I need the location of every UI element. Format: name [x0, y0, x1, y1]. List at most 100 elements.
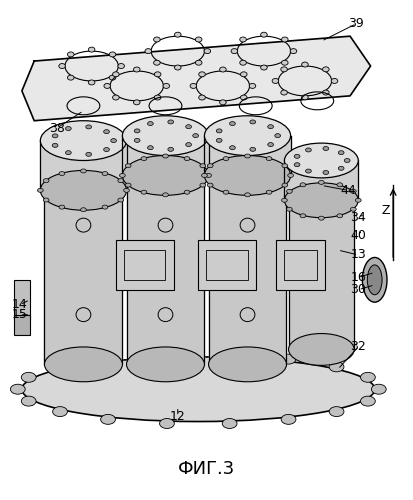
Ellipse shape	[300, 214, 306, 218]
Ellipse shape	[204, 116, 291, 156]
Ellipse shape	[40, 170, 126, 210]
Polygon shape	[122, 136, 209, 175]
Ellipse shape	[338, 166, 344, 170]
Ellipse shape	[43, 198, 49, 202]
Ellipse shape	[154, 60, 160, 65]
Bar	[14, 314, 30, 334]
Ellipse shape	[337, 214, 343, 218]
Ellipse shape	[285, 183, 358, 218]
Ellipse shape	[45, 347, 122, 382]
Text: 40: 40	[350, 228, 366, 241]
Ellipse shape	[331, 78, 338, 84]
Ellipse shape	[159, 350, 174, 360]
Ellipse shape	[154, 37, 160, 42]
Ellipse shape	[289, 184, 354, 216]
Polygon shape	[126, 176, 204, 364]
Bar	[124, 250, 166, 280]
Ellipse shape	[147, 122, 153, 126]
Polygon shape	[40, 140, 126, 190]
Ellipse shape	[282, 164, 288, 168]
Ellipse shape	[301, 62, 308, 67]
Ellipse shape	[287, 207, 292, 211]
Ellipse shape	[282, 183, 288, 187]
Ellipse shape	[104, 130, 109, 134]
Polygon shape	[289, 200, 354, 350]
Ellipse shape	[261, 65, 267, 70]
Ellipse shape	[102, 205, 108, 209]
Ellipse shape	[281, 67, 287, 72]
Ellipse shape	[175, 32, 181, 37]
Ellipse shape	[86, 125, 92, 129]
Ellipse shape	[301, 95, 308, 100]
Ellipse shape	[199, 72, 205, 77]
Text: 39: 39	[348, 18, 364, 30]
Ellipse shape	[202, 174, 207, 178]
Ellipse shape	[266, 156, 272, 160]
Ellipse shape	[250, 120, 256, 124]
Text: ФИГ.3: ФИГ.3	[178, 460, 235, 478]
Ellipse shape	[122, 156, 209, 196]
Ellipse shape	[294, 154, 300, 158]
Ellipse shape	[43, 178, 49, 182]
Ellipse shape	[109, 75, 116, 80]
Ellipse shape	[249, 84, 256, 88]
Ellipse shape	[272, 78, 279, 84]
Text: Z: Z	[382, 204, 390, 216]
Ellipse shape	[318, 180, 324, 184]
Ellipse shape	[244, 193, 250, 197]
Ellipse shape	[126, 347, 204, 382]
Ellipse shape	[186, 124, 192, 128]
Ellipse shape	[52, 144, 58, 148]
Ellipse shape	[207, 164, 213, 168]
Ellipse shape	[216, 138, 222, 142]
Text: 13: 13	[350, 248, 366, 262]
Ellipse shape	[141, 156, 147, 160]
Ellipse shape	[10, 384, 25, 394]
Ellipse shape	[113, 72, 119, 77]
Ellipse shape	[329, 362, 344, 372]
Ellipse shape	[199, 95, 205, 100]
Ellipse shape	[133, 67, 140, 72]
Ellipse shape	[282, 60, 288, 65]
Ellipse shape	[223, 156, 229, 160]
Ellipse shape	[59, 205, 65, 209]
Text: 12: 12	[170, 410, 186, 423]
Ellipse shape	[288, 174, 294, 178]
Ellipse shape	[66, 126, 71, 130]
Ellipse shape	[119, 174, 125, 178]
Ellipse shape	[52, 134, 58, 138]
Ellipse shape	[154, 72, 161, 77]
Ellipse shape	[195, 60, 202, 65]
Ellipse shape	[361, 372, 375, 382]
Bar	[285, 250, 317, 280]
Ellipse shape	[294, 162, 300, 166]
Text: 32: 32	[350, 340, 366, 353]
Ellipse shape	[240, 72, 247, 77]
Ellipse shape	[230, 122, 235, 126]
Ellipse shape	[154, 95, 161, 100]
Ellipse shape	[59, 64, 65, 68]
Ellipse shape	[102, 172, 108, 175]
Ellipse shape	[125, 164, 131, 168]
Ellipse shape	[45, 173, 122, 208]
Ellipse shape	[230, 146, 235, 150]
Ellipse shape	[204, 48, 211, 54]
Ellipse shape	[240, 37, 246, 42]
Ellipse shape	[323, 67, 329, 72]
Ellipse shape	[118, 64, 124, 68]
Ellipse shape	[351, 207, 356, 211]
Ellipse shape	[220, 67, 226, 72]
Ellipse shape	[118, 198, 123, 202]
Ellipse shape	[285, 143, 358, 178]
Bar	[276, 240, 325, 290]
Ellipse shape	[289, 334, 354, 366]
Ellipse shape	[21, 372, 36, 382]
Ellipse shape	[200, 164, 206, 168]
Ellipse shape	[52, 406, 67, 416]
Ellipse shape	[111, 138, 116, 142]
Ellipse shape	[356, 198, 361, 202]
Ellipse shape	[125, 183, 131, 187]
Ellipse shape	[175, 65, 181, 70]
Ellipse shape	[266, 190, 272, 194]
Ellipse shape	[323, 90, 329, 95]
